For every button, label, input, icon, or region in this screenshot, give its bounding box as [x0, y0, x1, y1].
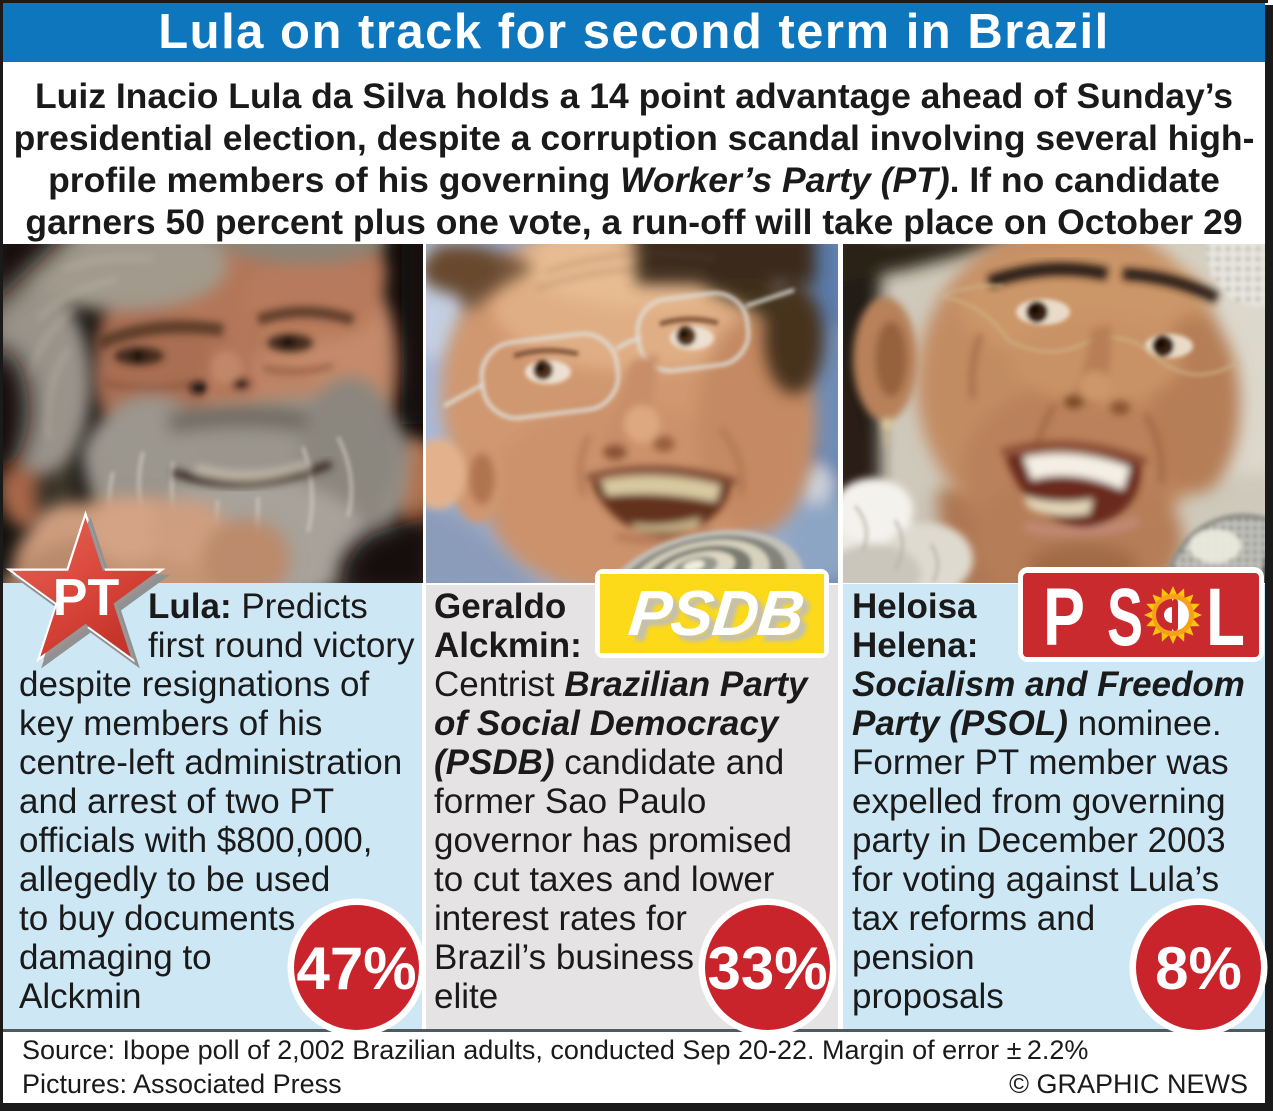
- svg-text:33%: 33%: [707, 935, 827, 1002]
- svg-text:PT: PT: [53, 569, 120, 627]
- svg-text:8%: 8%: [1155, 935, 1242, 1002]
- svg-text:L: L: [1206, 572, 1245, 662]
- svg-text:S: S: [1107, 572, 1143, 662]
- svg-text:P: P: [1043, 572, 1085, 662]
- svg-text:47%: 47%: [296, 935, 416, 1002]
- svg-text:PSDB: PSDB: [626, 577, 807, 649]
- svg-text:PSDB: PSDB: [632, 583, 813, 655]
